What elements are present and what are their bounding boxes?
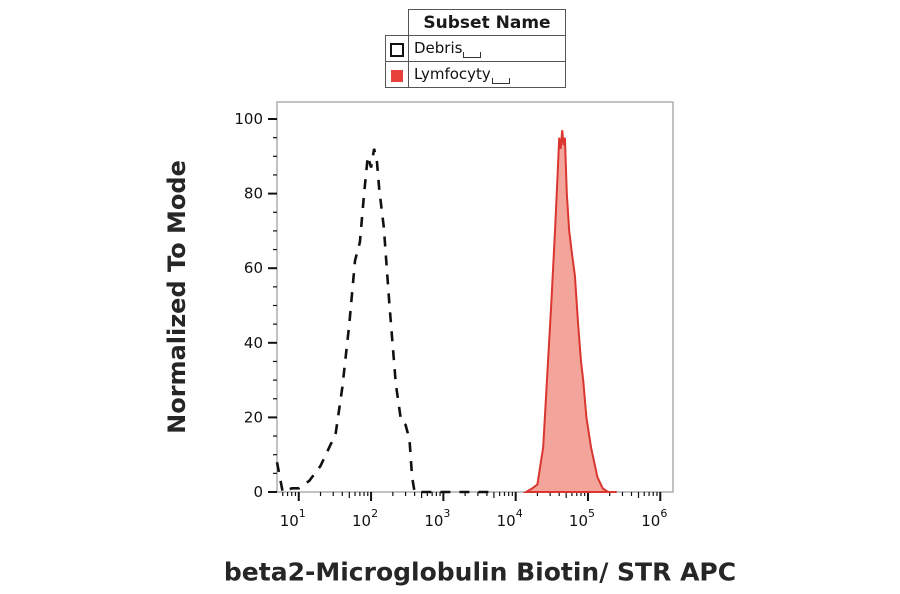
y-tick-label-0: 0	[253, 483, 263, 501]
legend-tail-debris	[463, 52, 482, 58]
x-tick-label-6: 106	[641, 507, 667, 530]
y-tick-label-60: 60	[244, 259, 263, 277]
debris-swatch	[390, 42, 404, 57]
y-axis: 0 20 40 60 80 100	[234, 110, 277, 501]
lymfocyty-swatch	[391, 69, 403, 82]
legend-row-debris: Debris	[385, 35, 566, 62]
x-tick-label-5: 105	[569, 507, 595, 530]
x-tick-label-3: 103	[424, 507, 450, 530]
plot-frame	[276, 101, 674, 493]
y-tick-label-80: 80	[244, 185, 263, 203]
x-tick-label-1: 101	[280, 507, 306, 530]
y-tick-label-40: 40	[244, 334, 263, 352]
series-lymfocyty	[522, 130, 617, 493]
legend-corner	[385, 9, 409, 36]
legend-tail-lymfocyty	[491, 78, 510, 84]
x-tick-label-2: 102	[352, 507, 378, 530]
series-debris	[275, 148, 494, 494]
legend: Subset Name Debris Lymfocyty	[385, 9, 566, 88]
x-tick-label-4: 104	[497, 507, 523, 530]
x-axis: 101 102 103 104 105 106	[280, 492, 667, 530]
legend-header: Subset Name	[408, 9, 566, 36]
y-axis-label: Normalized To Mode	[163, 160, 191, 434]
legend-label-debris: Debris	[414, 39, 463, 57]
y-tick-label-100: 100	[234, 110, 263, 128]
x-axis-label: beta2-Microglobulin Biotin/ STR APC	[223, 557, 737, 587]
y-tick-label-20: 20	[244, 408, 263, 426]
legend-label-lymfocyty: Lymfocyty	[414, 65, 491, 83]
legend-row-lymfocyty: Lymfocyty	[385, 61, 566, 88]
